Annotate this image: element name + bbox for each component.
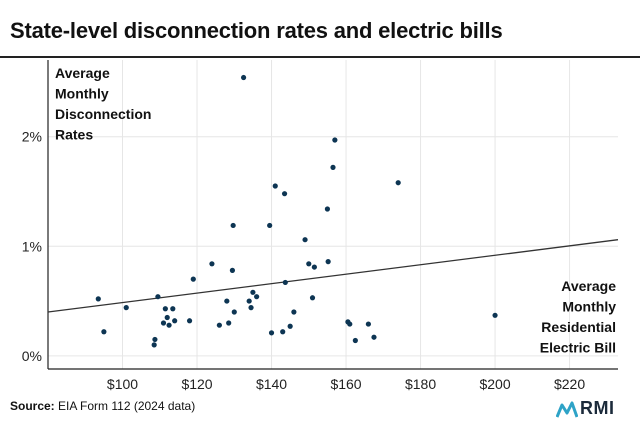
data-point <box>164 314 170 321</box>
x-axis-label-line: Residential <box>541 319 616 335</box>
data-point <box>306 261 312 267</box>
data-point <box>216 322 222 328</box>
grid-layer <box>48 60 618 369</box>
data-point <box>226 320 232 326</box>
data-point <box>347 321 353 327</box>
data-point <box>224 298 230 304</box>
data-point <box>240 74 247 81</box>
data-point <box>371 334 377 340</box>
data-point <box>95 296 101 302</box>
x-axis-label-line: Average <box>561 278 616 294</box>
data-point <box>268 330 275 336</box>
source-label: Source: <box>10 399 55 413</box>
source-note: Source: EIA Form 112 (2024 data) <box>10 399 195 413</box>
y-tick-label: 0% <box>22 348 42 364</box>
data-point <box>101 329 107 335</box>
x-tick-label: $180 <box>405 376 436 392</box>
x-axis-label: Average Monthly Residential Electric Bill <box>540 278 616 356</box>
data-point <box>155 294 161 300</box>
y-tick-label: 1% <box>22 238 42 254</box>
data-point <box>272 183 278 189</box>
data-point <box>282 279 288 286</box>
label-layer: $100 $120 $140 $160 $180 $200 $220 0% 1% 2% Averag… <box>22 65 616 392</box>
point-layer <box>95 74 498 348</box>
data-point <box>287 323 293 329</box>
data-point <box>250 289 256 295</box>
data-point <box>395 180 401 186</box>
data-point <box>209 261 215 267</box>
x-tick-label: $160 <box>330 376 361 392</box>
x-tick-label: $220 <box>554 376 585 392</box>
x-tick-label: $140 <box>256 376 287 392</box>
data-point <box>365 321 371 327</box>
data-point <box>311 264 317 270</box>
data-point <box>152 336 158 343</box>
title-rule <box>0 56 640 58</box>
data-point <box>170 306 176 312</box>
data-point <box>492 312 498 318</box>
y-axis-label: Average Monthly Disconnection Rates <box>55 65 151 143</box>
data-point <box>151 342 157 348</box>
source-text: EIA Form 112 (2024 data) <box>58 399 196 413</box>
axis-layer <box>47 60 618 370</box>
data-point <box>160 320 167 326</box>
data-point <box>302 237 308 243</box>
data-point <box>254 294 260 300</box>
data-point <box>230 222 236 229</box>
data-point <box>325 259 331 265</box>
data-point <box>281 191 288 197</box>
data-point <box>162 306 168 312</box>
y-axis-label-line: Average <box>55 65 110 81</box>
x-tick-label: $200 <box>479 376 510 392</box>
x-axis-label-line: Monthly <box>562 299 616 315</box>
data-point <box>352 337 358 344</box>
data-point <box>324 206 331 212</box>
trendline <box>47 239 619 313</box>
data-point <box>248 305 254 311</box>
data-point <box>280 329 286 335</box>
x-tick-label: $120 <box>181 376 212 392</box>
chart-title: State-level disconnection rates and elec… <box>10 18 503 43</box>
rmi-logo: RMI <box>556 398 615 419</box>
data-point <box>229 267 236 273</box>
data-point <box>291 309 297 315</box>
y-axis-label-line: Monthly <box>55 86 109 102</box>
data-point <box>246 298 252 304</box>
data-point <box>332 137 338 143</box>
data-point <box>123 305 129 311</box>
data-point <box>231 309 237 315</box>
trendline-layer <box>47 239 619 313</box>
y-tick-label: 2% <box>22 129 42 145</box>
data-point <box>172 318 178 324</box>
data-point <box>267 222 273 229</box>
x-axis-label-line: Electric Bill <box>540 340 616 356</box>
data-point <box>186 318 193 324</box>
data-point <box>330 164 336 170</box>
data-point <box>309 295 316 301</box>
x-tick-label: $100 <box>107 376 138 392</box>
data-point <box>166 322 172 328</box>
y-axis-label-line: Disconnection <box>55 106 151 122</box>
logo-mark-icon <box>556 401 578 418</box>
logo-text: RMI <box>580 398 615 418</box>
y-axis-label-line: Rates <box>55 127 93 143</box>
data-point <box>190 276 196 282</box>
